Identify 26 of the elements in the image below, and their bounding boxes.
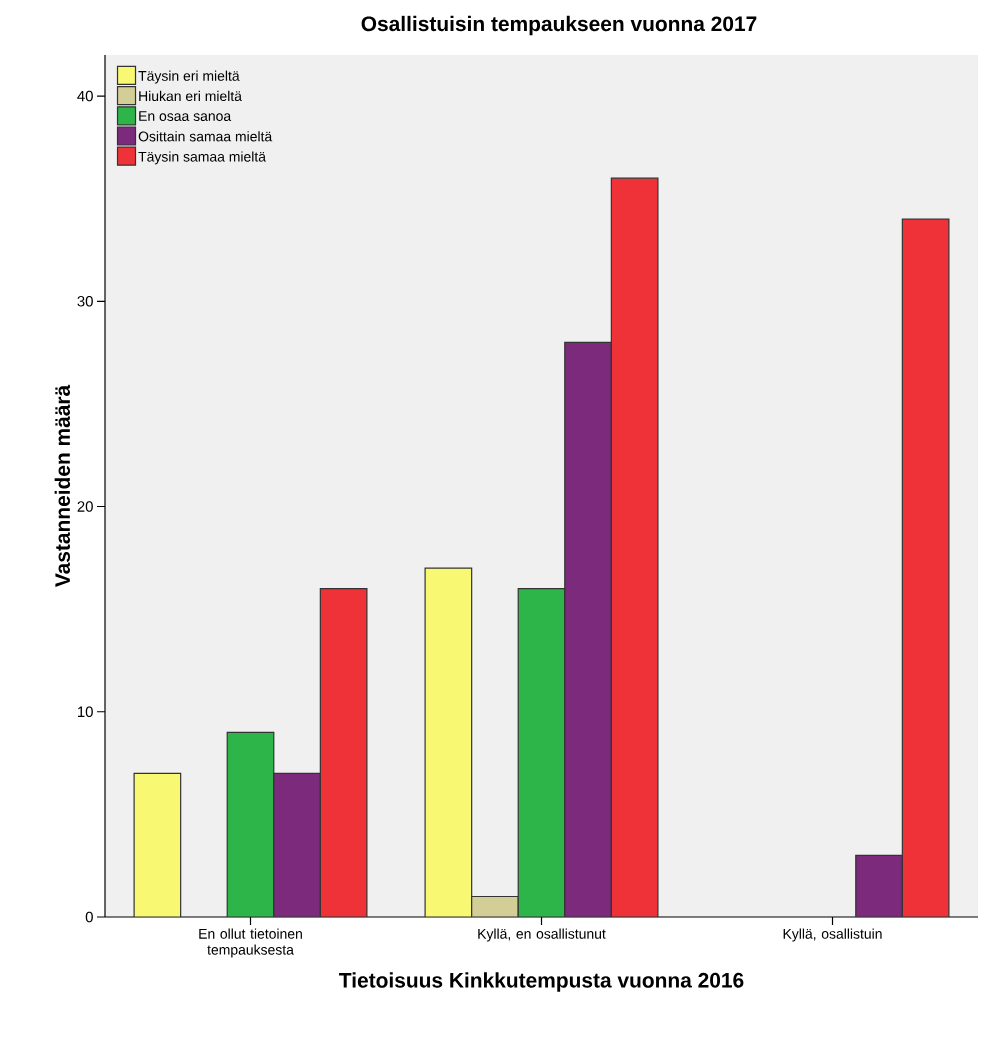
y-tick-label: 10	[78, 706, 93, 718]
y-axis-title: Vastanneiden määrä	[54, 384, 71, 588]
bar	[133, 772, 182, 917]
x-axis-title: Tietoisuus Kinkkutempusta vuonna 2016	[339, 972, 744, 992]
legend-label: Hiukan eri mieltä	[139, 90, 242, 102]
bar	[424, 567, 473, 917]
bar	[273, 772, 321, 917]
x-tick-label: En ollut tietoinen tempauksesta	[199, 928, 302, 958]
y-tick-label: 20	[77, 501, 93, 512]
legend-label: Osittain samaa mieltä	[138, 131, 273, 142]
y-tick-label: 30	[77, 295, 93, 307]
y-tick-label: 0	[85, 911, 93, 923]
legend-label: En osaa sanoa	[139, 111, 232, 121]
y-tick-label: 40	[77, 90, 93, 102]
bar	[564, 341, 612, 917]
bar	[226, 731, 275, 917]
bar	[855, 854, 903, 917]
chart-title: Osallistuisin tempaukseen vuonna 2017	[361, 15, 757, 36]
bar	[901, 218, 950, 917]
legend-label: Täysin eri mieltä	[138, 70, 240, 84]
x-tick-label: Kyllä, en osallistunut	[478, 928, 606, 942]
legend-label: Täysin samaa mieltä	[138, 151, 266, 165]
bar	[319, 588, 368, 917]
x-tick-label: Kyllä, osallistuin	[783, 928, 882, 942]
bar	[517, 588, 566, 917]
bar	[610, 177, 659, 917]
